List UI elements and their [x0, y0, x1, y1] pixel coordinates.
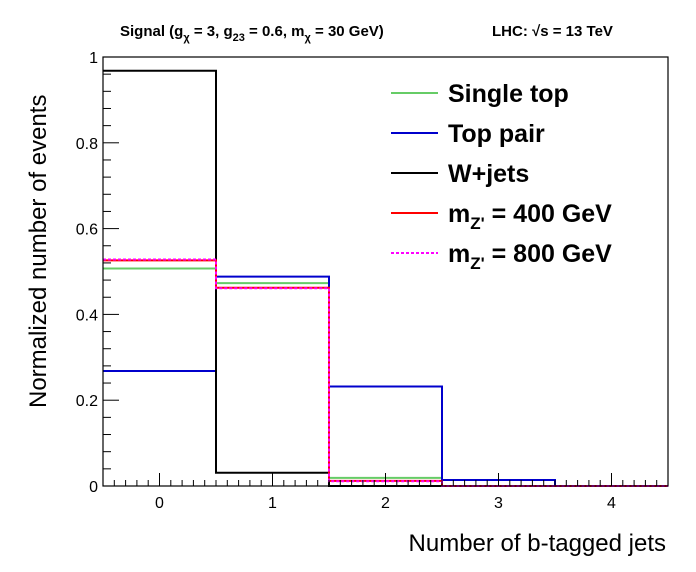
legend-label-5: mZ' = 800 GeV: [448, 240, 612, 273]
x-tick-label: 0: [155, 495, 164, 512]
y-tick-label: 1: [89, 50, 98, 67]
plot-frame: [102, 56, 669, 487]
y-tick-label: 0.4: [76, 307, 98, 324]
y-tick-label: 0.6: [76, 222, 98, 239]
series-line-1: [103, 267, 668, 487]
x-tick-label: 2: [381, 495, 390, 512]
y-tick-label: 0.2: [76, 393, 98, 410]
legend-label-1: Single top: [448, 80, 569, 108]
y-axis: 0 0.2 0.4 0.6 0.8 1: [76, 50, 119, 496]
series-line-5: [103, 258, 668, 487]
y-tick-label: 0: [89, 479, 98, 496]
legend-label-2: Top pair: [448, 120, 545, 148]
series-line-4: [103, 259, 668, 487]
y-tick-label: 0.8: [76, 136, 98, 153]
signal-parameters-label: Signal (gχ = 3, g23 = 0.6, mχ = 30 GeV): [120, 23, 384, 44]
chart-header: Signal (gχ = 3, g23 = 0.6, mχ = 30 GeV) …: [120, 23, 613, 44]
series-group: [103, 69, 668, 487]
x-tick-label: 4: [607, 495, 616, 512]
legend-label-3: W+jets: [448, 160, 529, 188]
lhc-energy-label: LHC: √s = 13 TeV: [492, 23, 613, 40]
x-tick-label: 3: [494, 495, 503, 512]
series-line-3: [103, 69, 668, 487]
y-axis-title: Normalized number of events: [25, 95, 52, 408]
series-line-2: [103, 275, 668, 487]
x-axis-title: Number of b-tagged jets: [409, 530, 666, 557]
legend-label-4: mZ' = 400 GeV: [448, 200, 612, 233]
x-tick-label: 1: [268, 495, 277, 512]
legend: Single top Top pair W+jets mZ' = 400 GeV mZ'…: [391, 80, 612, 273]
x-axis: 0 1 2 3 4: [102, 473, 669, 512]
